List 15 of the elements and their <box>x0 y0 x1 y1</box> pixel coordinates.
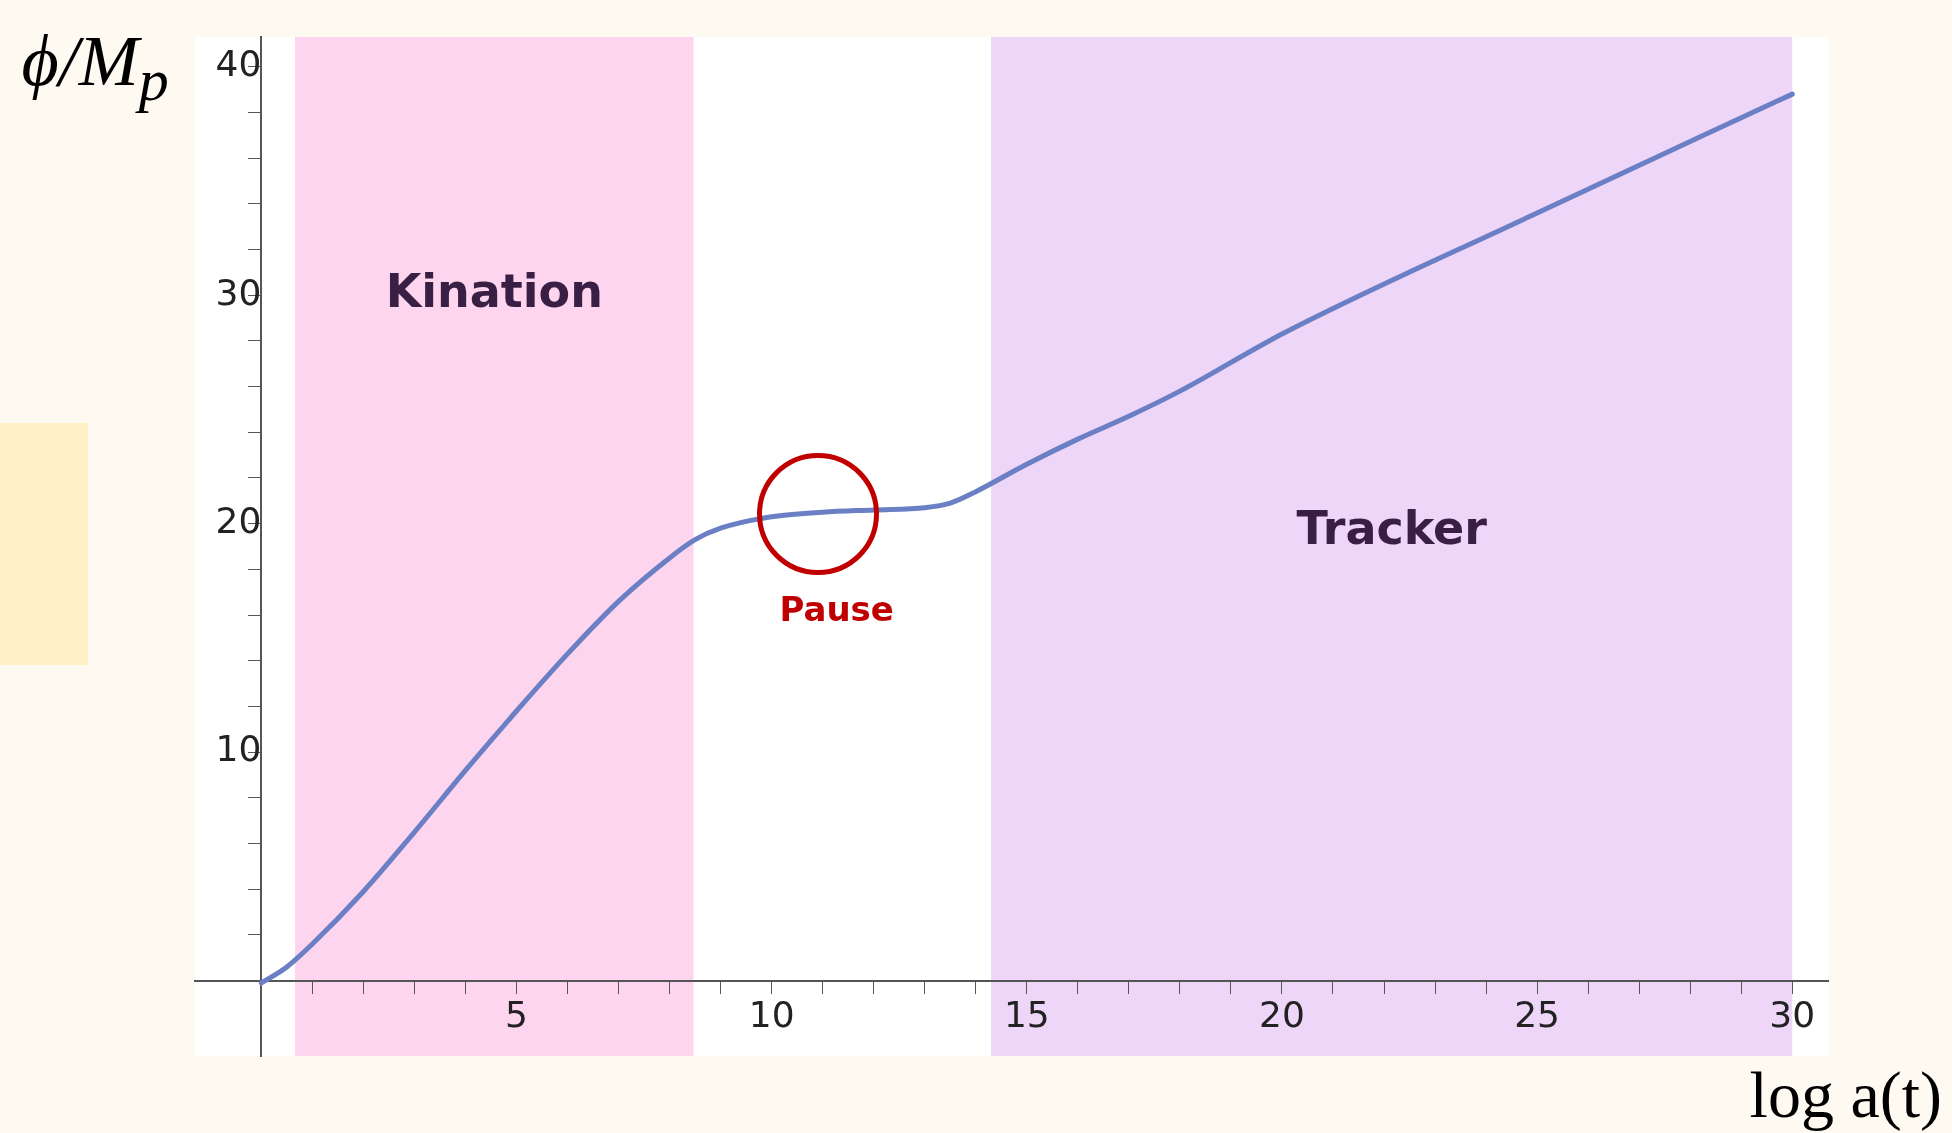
x-tick-label: 15 <box>1003 993 1050 1035</box>
annotation: Pause <box>779 589 894 630</box>
x-axis-title: log a(t) <box>1749 1057 1942 1133</box>
y-tick-label: 30 <box>215 271 262 313</box>
y-axis-title: ϕ/M$_{p}$ <box>20 20 170 116</box>
x-tick-label: 25 <box>1514 993 1561 1035</box>
y-tick-label: 40 <box>215 43 262 85</box>
band-label: Tracker <box>1296 500 1488 555</box>
y-tick-label: 20 <box>215 500 262 542</box>
x-tick-label: 30 <box>1769 993 1816 1035</box>
y-tick-label: 10 <box>215 728 262 770</box>
x-tick-label: 5 <box>505 993 528 1035</box>
x-tick-label: 20 <box>1259 993 1305 1035</box>
band-label: Kination <box>385 264 603 319</box>
x-tick-label: 10 <box>748 993 795 1035</box>
